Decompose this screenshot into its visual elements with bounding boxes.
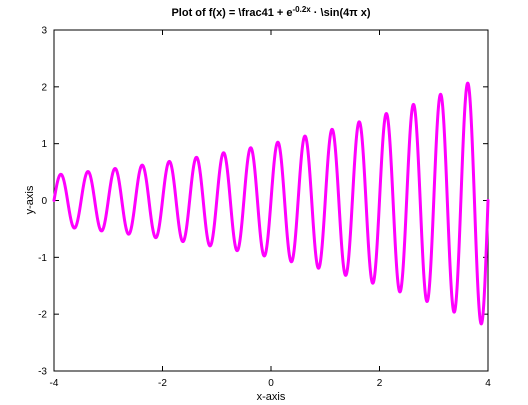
y-tick-label: -3 bbox=[38, 367, 47, 378]
chart-title-suffix: · \sin(4π x) bbox=[311, 7, 371, 19]
x-tick-label: -4 bbox=[50, 378, 59, 389]
y-axis-label: y-axis bbox=[24, 185, 36, 214]
y-tick-label: 2 bbox=[41, 82, 47, 93]
chart-title-main: Plot of f(x) = \frac41 + e bbox=[171, 7, 292, 19]
x-axis-label: x-axis bbox=[257, 391, 286, 403]
y-tick-label: -1 bbox=[38, 253, 47, 264]
y-tick-label: 0 bbox=[41, 196, 47, 207]
x-tick-label: 2 bbox=[377, 378, 383, 389]
x-tick-label: -2 bbox=[158, 378, 167, 389]
x-tick-label: 4 bbox=[485, 378, 491, 389]
x-tick-label: 0 bbox=[268, 378, 274, 389]
plot-layer: -4 -2 0 2 4 -3 -2 -1 0 1 2 3 bbox=[38, 26, 491, 390]
y-tick-label: -2 bbox=[38, 310, 47, 321]
y-tick-label: 1 bbox=[41, 139, 47, 150]
chart-title: Plot of f(x) = \frac41 + e-0.2x · \sin(4… bbox=[171, 5, 370, 19]
chart-title-superscript: -0.2x bbox=[293, 5, 312, 14]
y-tick-label: 3 bbox=[41, 26, 47, 37]
series-line bbox=[52, 81, 490, 326]
